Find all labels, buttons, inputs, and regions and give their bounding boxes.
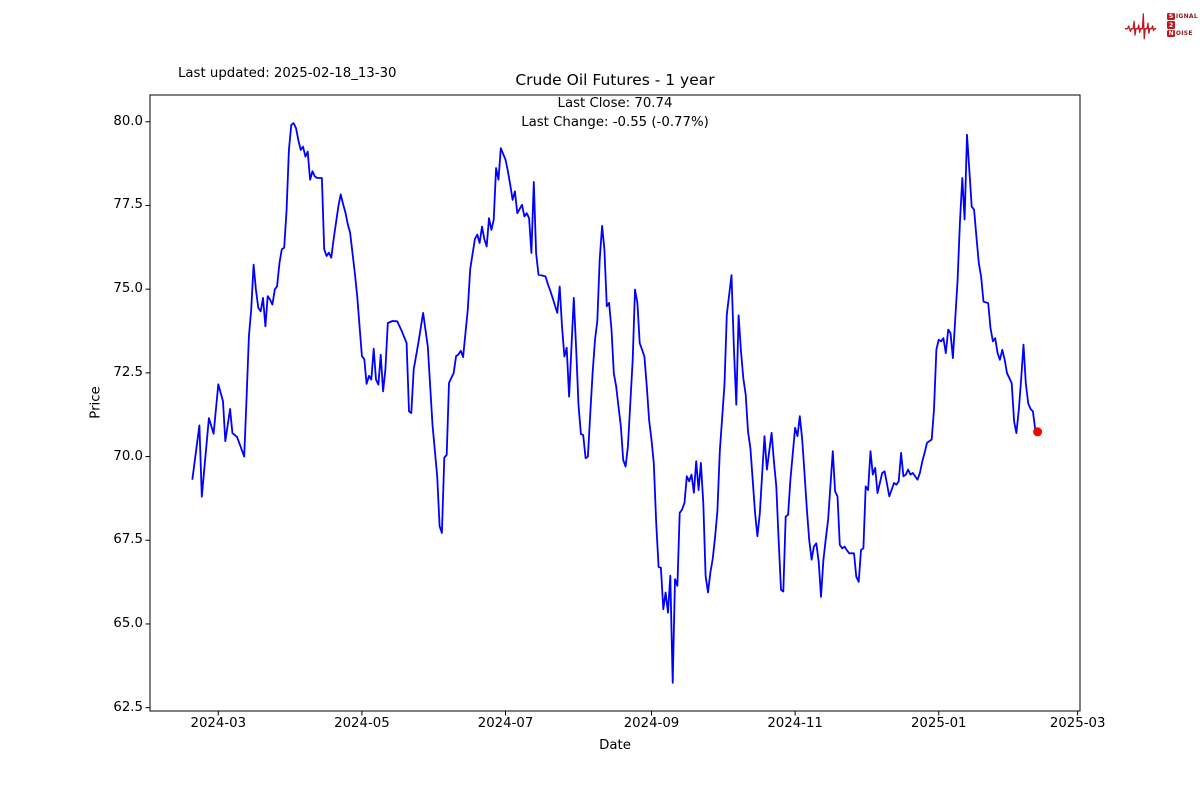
- plot-frame: [149, 94, 1081, 712]
- logo-letterbox-2: 2: [1167, 21, 1175, 29]
- logo-text-ignal: IGNAL: [1175, 13, 1198, 20]
- logo-row-2: 2: [1167, 21, 1198, 29]
- last-close-label: Last Close: 70.74: [557, 96, 673, 111]
- chart-title: Crude Oil Futures - 1 year: [515, 71, 715, 89]
- last-updated-label: Last updated: 2025-02-18_13-30: [178, 66, 397, 81]
- logo-letterbox-s: S: [1167, 12, 1175, 21]
- waveform-icon: [1124, 13, 1157, 40]
- logo-row-signal: S IGNAL: [1167, 12, 1198, 21]
- last-price-marker: [1033, 427, 1043, 437]
- signal2noise-logo: S IGNAL 2 N OISE: [1124, 4, 1198, 46]
- logo-letterbox-n: N: [1167, 29, 1175, 38]
- x-axis-label: Date: [599, 738, 631, 753]
- logo-text-oise: OISE: [1175, 30, 1193, 37]
- last-change-label: Last Change: -0.55 (-0.77%): [521, 115, 709, 130]
- price-line: [191, 122, 1039, 684]
- logo-row-noise: N OISE: [1167, 29, 1198, 38]
- y-axis-label: Price: [88, 386, 104, 419]
- logo-text: S IGNAL 2 N OISE: [1167, 12, 1198, 38]
